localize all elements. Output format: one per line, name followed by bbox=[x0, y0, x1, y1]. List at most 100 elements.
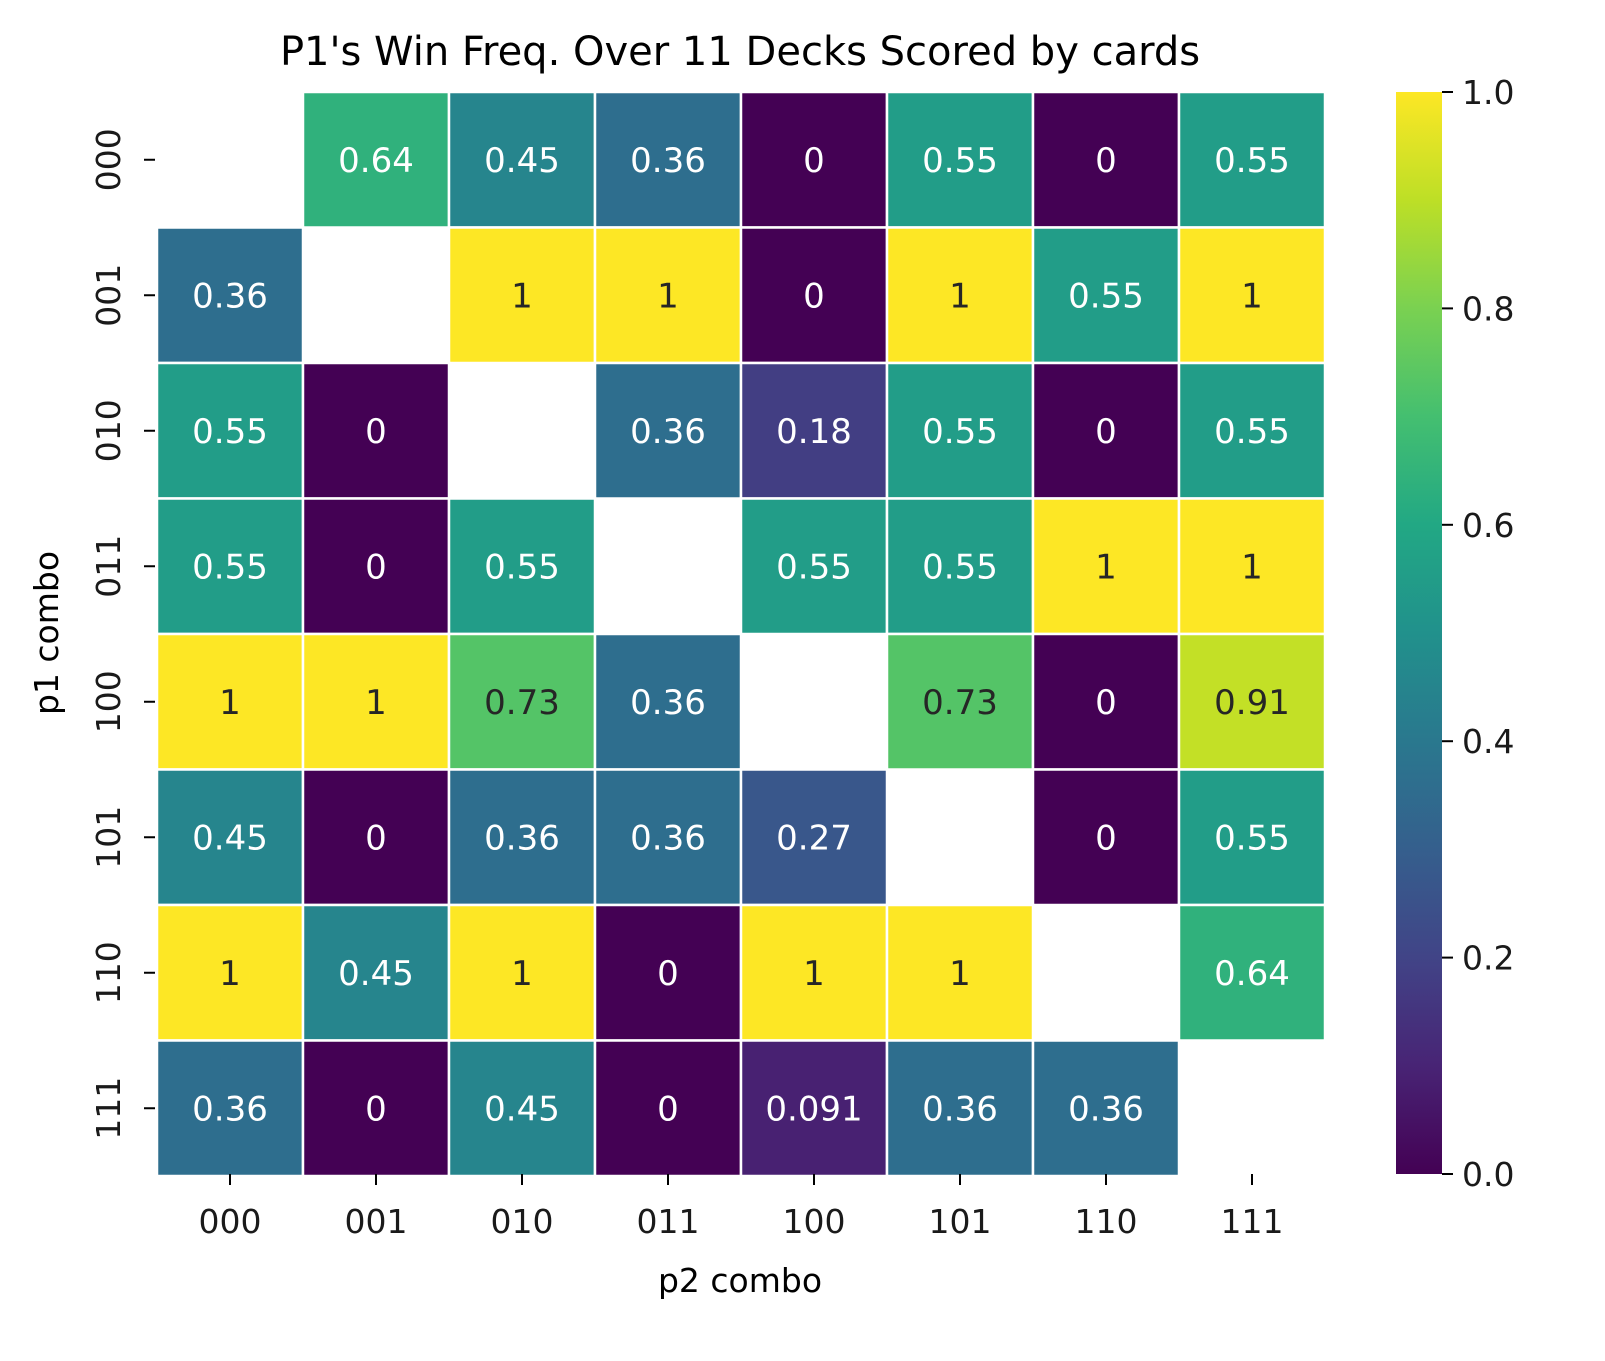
x-tick-label: 110 bbox=[1075, 1202, 1138, 1241]
cell-value-label: 0.36 bbox=[484, 818, 560, 858]
cell-value-label: 0.91 bbox=[1214, 683, 1290, 723]
cell-value-label: 1 bbox=[803, 954, 825, 994]
heatmap-cell bbox=[447, 226, 597, 365]
cell-value-label: 0.55 bbox=[484, 547, 560, 587]
cell-value-label: 0.36 bbox=[630, 412, 706, 452]
cell-value-label: 0.36 bbox=[1068, 1089, 1144, 1129]
y-tick-label: 101 bbox=[89, 806, 128, 869]
x-tick-label: 011 bbox=[637, 1202, 700, 1241]
x-tick-label: 010 bbox=[491, 1202, 554, 1241]
cell-value-label: 0.27 bbox=[776, 818, 852, 858]
heatmap-cell bbox=[885, 361, 1035, 500]
cell-value-label: 0 bbox=[657, 1089, 679, 1129]
cell-value-label: 0.73 bbox=[922, 683, 998, 723]
heatmap-cell bbox=[447, 903, 597, 1042]
cell-value-label: 0.55 bbox=[776, 547, 852, 587]
heatmap-cell bbox=[1031, 1039, 1181, 1178]
heatmap-cell bbox=[593, 768, 743, 907]
heatmap-cell bbox=[301, 361, 451, 500]
colorbar-tick-label: 0.2 bbox=[1462, 939, 1514, 978]
heatmap-cell bbox=[1031, 361, 1181, 500]
y-axis-label: p1 combo bbox=[27, 551, 66, 715]
cell-value-label: 0 bbox=[365, 547, 387, 587]
heatmap-cell bbox=[593, 90, 743, 229]
y-tick-label: 000 bbox=[89, 128, 128, 191]
y-axis: 000 001 010 011 100 101 110 111 bbox=[89, 128, 155, 1140]
heatmap-cell bbox=[301, 90, 451, 229]
colorbar-ticks: 0.0 0.2 0.4 0.6 0.8 1.0 bbox=[1442, 73, 1514, 1194]
cell-value-label: 1 bbox=[949, 954, 971, 994]
cell-value-label: 0.36 bbox=[630, 683, 706, 723]
heatmap-cell bbox=[155, 903, 305, 1042]
cell-value-label: 0.091 bbox=[765, 1089, 862, 1129]
heatmap-cell bbox=[447, 497, 597, 636]
heatmap-cell bbox=[1031, 497, 1181, 636]
cell-value-label: 1 bbox=[511, 954, 533, 994]
cell-value-label: 0.55 bbox=[1214, 818, 1290, 858]
colorbar-tick-label: 0.8 bbox=[1462, 289, 1514, 328]
cell-value-label: 0.55 bbox=[1068, 276, 1144, 316]
heatmap-cell bbox=[739, 361, 889, 500]
heatmap-cells bbox=[155, 90, 1327, 1178]
heatmap-cell bbox=[155, 632, 305, 771]
cell-value-label: 0.55 bbox=[922, 141, 998, 181]
cell-value-label: 0.18 bbox=[776, 412, 852, 452]
x-tick-label: 111 bbox=[1221, 1202, 1284, 1241]
cell-value-label: 0.64 bbox=[338, 141, 414, 181]
cell-value-label: 1 bbox=[219, 954, 241, 994]
cell-value-label: 0.64 bbox=[1214, 954, 1290, 994]
heatmap-cell bbox=[1177, 768, 1327, 907]
x-tick-label: 000 bbox=[199, 1202, 262, 1241]
cell-value-label: 1 bbox=[1241, 276, 1263, 316]
heatmap-cell bbox=[593, 903, 743, 1042]
cell-value-label: 0 bbox=[803, 141, 825, 181]
cell-value-label: 1 bbox=[219, 683, 241, 723]
cell-value-label: 0.55 bbox=[922, 547, 998, 587]
heatmap-cell bbox=[739, 1039, 889, 1178]
heatmap-cell bbox=[593, 1039, 743, 1178]
cell-value-label: 0.55 bbox=[192, 412, 268, 452]
cell-value-label: 0.36 bbox=[192, 1089, 268, 1129]
cell-value-label: 1 bbox=[657, 276, 679, 316]
cell-value-label: 0 bbox=[365, 818, 387, 858]
cell-value-label: 0 bbox=[657, 954, 679, 994]
cell-value-label: 1 bbox=[511, 276, 533, 316]
x-tick-label: 101 bbox=[929, 1202, 992, 1241]
colorbar-tick-label: 1.0 bbox=[1462, 73, 1514, 112]
y-tick-label: 010 bbox=[89, 399, 128, 462]
heatmap-cell bbox=[885, 903, 1035, 1042]
x-tick-label: 100 bbox=[783, 1202, 846, 1241]
cell-value-label: 0.45 bbox=[338, 954, 414, 994]
cell-value-label: 0.55 bbox=[192, 547, 268, 587]
heatmap-cell bbox=[1177, 903, 1327, 1042]
cell-value-label: 0 bbox=[1095, 683, 1117, 723]
colorbar-tick-label: 0.4 bbox=[1462, 722, 1514, 761]
x-axis-label: p2 combo bbox=[658, 1261, 822, 1300]
cell-value-label: 0 bbox=[803, 276, 825, 316]
cell-value-label: 0 bbox=[1095, 818, 1117, 858]
heatmap-cell bbox=[739, 768, 889, 907]
heatmap-cell-labels: 0.64 0.45 0.36 0 0.55 0 0.55 0.36 1 1 0 1 0.55 1 0.55 0… bbox=[192, 141, 1290, 1130]
cell-value-label: 0.36 bbox=[922, 1089, 998, 1129]
cell-value-label: 1 bbox=[365, 683, 387, 723]
cell-value-label: 0.36 bbox=[630, 141, 706, 181]
cell-value-label: 1 bbox=[1095, 547, 1117, 587]
heatmap-cell bbox=[1177, 226, 1327, 365]
heatmap-cell bbox=[1031, 90, 1181, 229]
cell-value-label: 1 bbox=[949, 276, 971, 316]
cell-value-label: 0.36 bbox=[630, 818, 706, 858]
cell-value-label: 0.45 bbox=[192, 818, 268, 858]
heatmap-cell bbox=[447, 632, 597, 771]
heatmap-cell bbox=[593, 361, 743, 500]
heatmap-cell bbox=[1031, 768, 1181, 907]
cell-value-label: 0.55 bbox=[1214, 412, 1290, 452]
cell-value-label: 1 bbox=[1241, 547, 1263, 587]
heatmap-cell bbox=[1177, 361, 1327, 500]
heatmap-cell bbox=[739, 497, 889, 636]
cell-value-label: 0.55 bbox=[1214, 141, 1290, 181]
heatmap-cell bbox=[301, 1039, 451, 1178]
heatmap-cell bbox=[739, 903, 889, 1042]
heatmap-cell bbox=[155, 1039, 305, 1178]
cell-value-label: 0.73 bbox=[484, 683, 560, 723]
cell-value-label: 0 bbox=[365, 1089, 387, 1129]
